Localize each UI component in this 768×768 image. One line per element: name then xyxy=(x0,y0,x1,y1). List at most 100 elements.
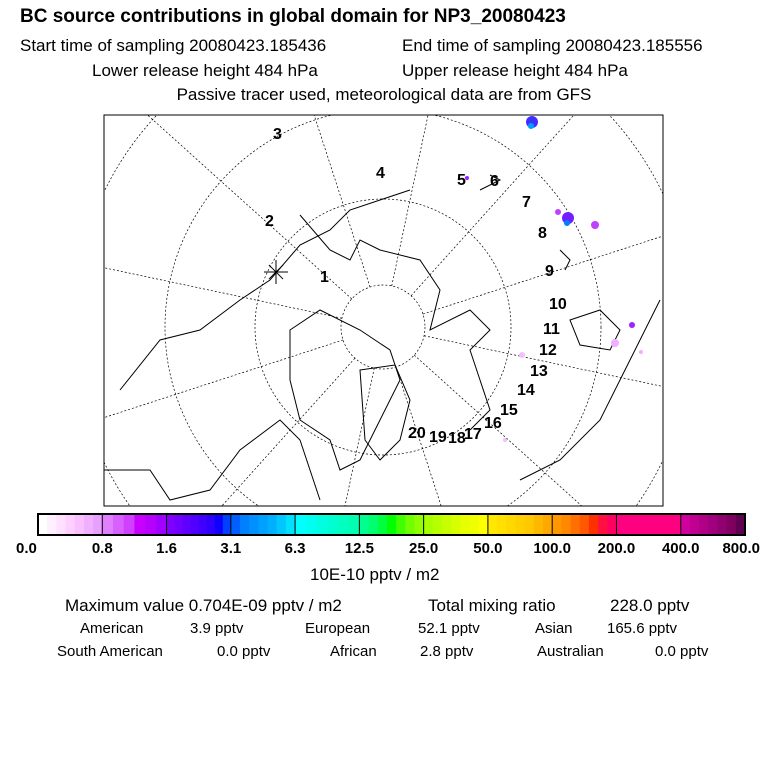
concentration-patch xyxy=(503,438,507,442)
concentration-patch xyxy=(519,352,525,358)
concentration-patch xyxy=(564,220,570,226)
track-label: 14 xyxy=(517,382,535,399)
track-label: 7 xyxy=(522,194,531,211)
track-label: 5 xyxy=(457,172,466,189)
tracer-note: Passive tracer used, meteorological data… xyxy=(176,85,592,104)
coastline xyxy=(104,419,321,501)
track-label: 16 xyxy=(484,415,502,432)
colorbar-cell xyxy=(386,514,397,535)
track-label: 3 xyxy=(273,126,282,143)
coastline xyxy=(289,309,401,471)
colorbar-cell xyxy=(699,514,709,535)
colorbar-cell xyxy=(451,514,461,535)
colorbar-cell xyxy=(717,514,728,535)
colorbar-cell xyxy=(598,514,608,535)
track-label: 19 xyxy=(429,429,447,446)
track-label: 1 xyxy=(320,269,329,286)
longitude-line xyxy=(410,115,575,297)
colorbar-cell xyxy=(93,514,103,535)
australian-label: Australian xyxy=(537,643,604,660)
colorbar-cell xyxy=(38,514,48,535)
colorbar-cell xyxy=(487,514,498,535)
colorbar-cell xyxy=(83,514,94,535)
asian-value: 165.6 pptv xyxy=(607,620,678,637)
longitude-line xyxy=(147,115,353,300)
colorbar-cell xyxy=(607,514,617,535)
track-label: 20 xyxy=(408,425,426,442)
colorbar-unit: 10E-10 pptv / m2 xyxy=(310,565,440,584)
track-label: 17 xyxy=(464,426,482,443)
concentration-patch xyxy=(591,221,599,229)
colorbar-cell xyxy=(305,514,318,535)
colorbar-tick-label: 6.3 xyxy=(285,540,306,557)
colorbar-cell xyxy=(497,514,507,535)
colorbar-cell xyxy=(506,514,516,535)
colorbar-cell xyxy=(579,514,590,535)
colorbar-tick-label: 3.1 xyxy=(220,540,241,557)
latitude-circle xyxy=(340,284,426,370)
colorbar-cell xyxy=(222,514,232,535)
colorbar-cell xyxy=(629,514,643,535)
colorbar-cell xyxy=(327,514,339,535)
colorbar-cell xyxy=(182,514,192,535)
track-label: 18 xyxy=(448,430,466,447)
colorbar-cell xyxy=(423,514,434,535)
colorbar-cell xyxy=(214,514,224,535)
colorbar-tick-label: 800.0 xyxy=(722,540,760,557)
longitude-line xyxy=(391,115,429,286)
upper-height: Upper release height 484 hPa xyxy=(402,61,628,80)
colorbar-cell xyxy=(102,514,114,535)
colorbar-cell xyxy=(442,514,452,535)
coastline xyxy=(359,364,411,461)
track-label: 12 xyxy=(539,342,557,359)
southam-label: South American xyxy=(57,643,163,660)
colorbar-cell xyxy=(198,514,208,535)
max-value: Maximum value 0.704E-09 pptv / m2 xyxy=(65,596,342,615)
european-label: European xyxy=(305,620,371,637)
colorbar-cell xyxy=(174,514,184,535)
end-time: End time of sampling 20080423.185556 xyxy=(402,36,703,55)
colorbar-cell xyxy=(295,514,307,535)
longitude-line xyxy=(344,368,375,506)
asian-label: Asian xyxy=(535,620,573,637)
colorbar-cell xyxy=(190,514,200,535)
colorbar-tick-label: 0.0 xyxy=(16,540,37,557)
colorbar-tick-label: 25.0 xyxy=(409,540,438,557)
american-label: American xyxy=(80,620,144,637)
colorbar-cell xyxy=(249,514,259,535)
southam-value: 0.0 pptv xyxy=(217,643,271,660)
colorbar-cell xyxy=(74,514,85,535)
colorbar-cell xyxy=(166,514,176,535)
longitude-line xyxy=(104,267,342,319)
american-value: 3.9 pptv xyxy=(190,620,244,637)
concentration-patch xyxy=(465,176,469,180)
concentration-patch xyxy=(528,123,534,129)
colorbar-cell xyxy=(680,514,691,535)
colorbar-tick-label: 1.6 xyxy=(156,540,177,557)
colorbar-cell xyxy=(65,514,76,535)
colorbar: 0.0 0.8 1.6 3.1 6.3 12.5 25.0 50.0 100.0 200.0 400… xyxy=(16,513,760,557)
colorbar-cell xyxy=(359,514,370,535)
total-value: 228.0 pptv xyxy=(610,596,690,615)
longitude-line xyxy=(413,354,583,506)
colorbar-cell xyxy=(206,514,216,535)
colorbar-cell xyxy=(112,514,125,535)
coastline xyxy=(559,249,571,271)
colorbar-cell xyxy=(368,514,379,535)
colorbar-cell xyxy=(414,514,425,535)
colorbar-frame xyxy=(37,513,746,536)
track-label: 6 xyxy=(490,173,499,190)
australian-value: 0.0 pptv xyxy=(655,643,709,660)
colorbar-cell xyxy=(478,514,489,535)
coastline xyxy=(519,299,661,481)
coastline xyxy=(479,174,502,191)
longitude-line xyxy=(395,366,442,506)
colorbar-cell xyxy=(570,514,581,535)
colorbar-tick-label: 200.0 xyxy=(598,540,636,557)
colorbar-cell xyxy=(258,514,269,535)
colorbar-tick-label: 0.8 xyxy=(92,540,113,557)
chart-title: BC source contributions in global domain… xyxy=(20,6,566,27)
colorbar-cell xyxy=(689,514,700,535)
